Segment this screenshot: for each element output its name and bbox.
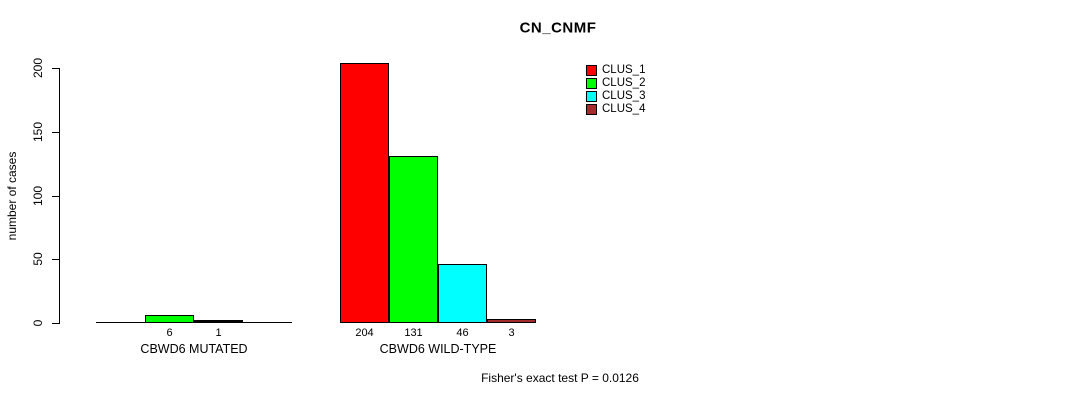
legend-swatch-icon [586, 65, 597, 76]
y-axis-title: number of cases [5, 151, 19, 241]
bar-clus_1 [96, 322, 145, 323]
legend-label: CLUS_1 [602, 64, 646, 76]
bar-clus_4 [243, 322, 292, 323]
y-tick-label: 100 [31, 185, 45, 207]
legend-label: CLUS_4 [602, 103, 646, 115]
legend-item: CLUS_2 [586, 77, 645, 90]
legend-swatch-icon [586, 104, 597, 115]
y-tick-mark [52, 132, 59, 133]
y-tick-label: 200 [31, 57, 45, 79]
bar-value-label: 131 [404, 327, 423, 339]
y-tick-mark [52, 259, 59, 260]
chart-title: CN_CNMF [519, 19, 597, 37]
bar-value-label: 3 [508, 327, 515, 339]
y-tick-label: 0 [31, 319, 45, 327]
bar-value-label: 1 [215, 327, 222, 339]
legend: CLUS_1 CLUS_2 CLUS_3 CLUS_4 [586, 64, 645, 116]
legend-label: CLUS_2 [602, 77, 646, 89]
group-label: CBWD6 MUTATED [140, 342, 248, 356]
legend-swatch-icon [586, 78, 597, 89]
bar-clus_2 [389, 156, 438, 323]
legend-swatch-icon [586, 91, 597, 102]
y-tick-mark [52, 196, 59, 197]
group-label: CBWD6 WILD-TYPE [379, 342, 497, 356]
y-tick-mark [52, 323, 59, 324]
legend-item: CLUS_4 [586, 103, 645, 116]
y-tick-mark [52, 68, 59, 69]
bar-value-label: 204 [355, 327, 374, 339]
fisher-test-caption: Fisher's exact test P = 0.0126 [481, 371, 639, 385]
legend-item: CLUS_1 [586, 64, 645, 77]
bar-clus_3 [438, 264, 487, 323]
y-tick-label: 150 [31, 121, 45, 143]
bar-value-label: 46 [456, 327, 469, 339]
bar-clus_2 [145, 315, 194, 323]
legend-label: CLUS_3 [602, 90, 646, 102]
bar-clus_4 [487, 319, 536, 323]
bar-value-label: 6 [166, 327, 173, 339]
bar-clus_1 [340, 63, 389, 323]
y-tick-label: 50 [31, 252, 45, 266]
legend-item: CLUS_3 [586, 90, 645, 103]
bar-clus_3 [194, 320, 243, 323]
y-axis-line [59, 68, 60, 324]
